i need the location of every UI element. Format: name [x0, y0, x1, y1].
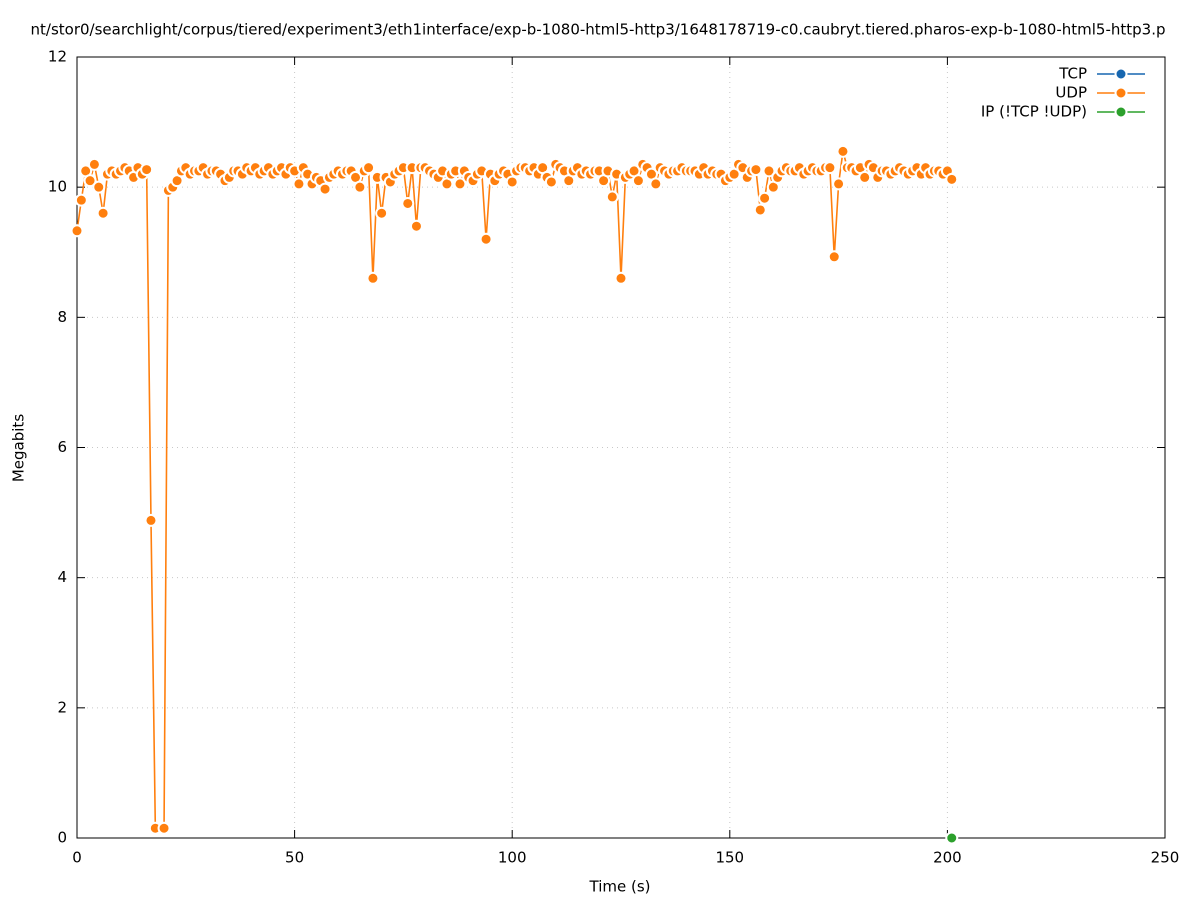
data-point — [401, 196, 415, 210]
legend-marker — [1114, 105, 1128, 119]
data-point — [292, 177, 306, 191]
data-point — [649, 177, 663, 191]
data-point — [144, 513, 158, 527]
data-point — [614, 271, 628, 285]
data-point — [140, 163, 154, 177]
legend-marker — [1114, 86, 1128, 100]
data-point — [631, 174, 645, 188]
data-point — [157, 821, 171, 835]
legend-label: TCP — [1058, 65, 1087, 83]
data-point — [409, 219, 423, 233]
data-point — [87, 157, 101, 171]
data-point — [318, 182, 332, 196]
data-point — [836, 144, 850, 158]
y-axis-label: Megabits — [10, 414, 28, 482]
data-point — [453, 177, 467, 191]
x-tick-label: 150 — [715, 849, 744, 867]
data-point — [479, 232, 493, 246]
legend-label: IP (!TCP !UDP) — [981, 103, 1087, 121]
data-point — [758, 191, 772, 205]
legend-marker — [1114, 67, 1128, 81]
y-tick-label: 4 — [57, 568, 67, 586]
data-point — [92, 180, 106, 194]
data-point — [749, 163, 763, 177]
data-point — [353, 180, 367, 194]
data-point — [83, 174, 97, 188]
data-point — [827, 250, 841, 264]
data-point — [544, 175, 558, 189]
data-point — [96, 206, 110, 220]
x-tick-label: 250 — [1151, 849, 1180, 867]
y-tick-label: 10 — [48, 178, 67, 196]
x-tick-label: 0 — [72, 849, 82, 867]
y-tick-label: 6 — [57, 438, 67, 456]
legend-label: UDP — [1055, 84, 1087, 102]
data-point — [375, 206, 389, 220]
data-point — [858, 170, 872, 184]
y-tick-label: 0 — [57, 829, 67, 847]
chart-title: nt/stor0/searchlight/corpus/tiered/exper… — [31, 21, 1166, 39]
y-tick-label: 2 — [57, 698, 67, 716]
data-point — [362, 161, 376, 175]
data-point — [70, 224, 84, 238]
data-point — [762, 164, 776, 178]
x-tick-label: 100 — [498, 849, 527, 867]
data-point — [823, 161, 837, 175]
data-point — [753, 203, 767, 217]
x-axis-label: Time (s) — [589, 878, 651, 896]
data-point — [945, 831, 959, 845]
data-point — [74, 193, 88, 207]
data-point — [505, 175, 519, 189]
y-tick-label: 8 — [57, 308, 67, 326]
ticks: 0 50 100 150 200 250 0 2 4 6 8 10 12 — [48, 48, 1179, 867]
data — [70, 144, 959, 845]
data-point — [832, 177, 846, 191]
y-tick-label: 12 — [48, 48, 67, 66]
data-point — [945, 172, 959, 186]
x-tick-label: 50 — [285, 849, 304, 867]
x-tick-label: 200 — [933, 849, 962, 867]
data-point — [605, 190, 619, 204]
data-point — [366, 271, 380, 285]
